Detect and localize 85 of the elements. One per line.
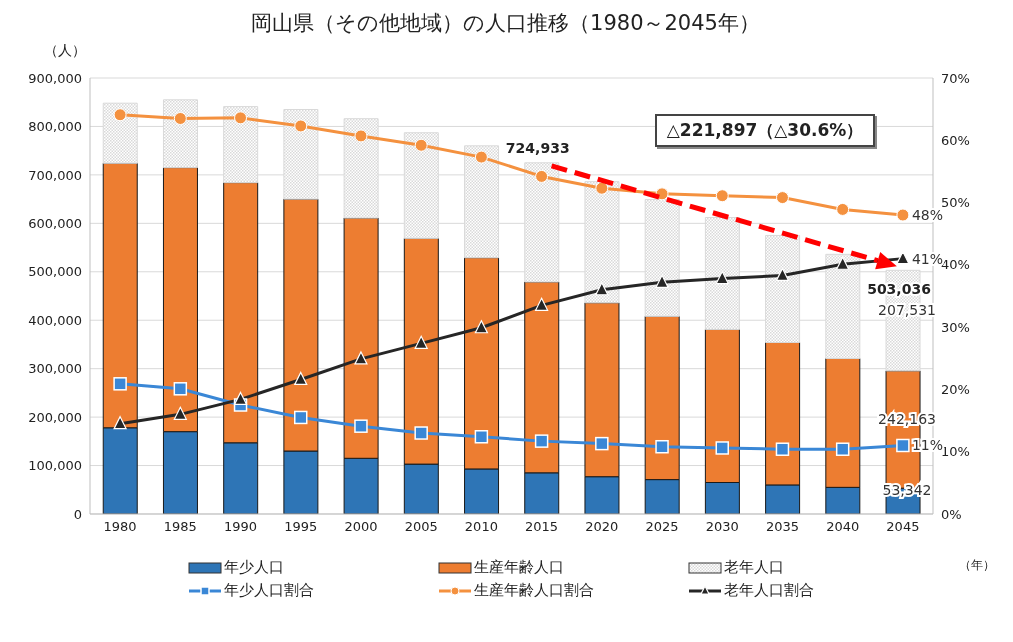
point — [233, 391, 248, 405]
x-tick-label: 2000 — [344, 519, 378, 535]
point — [414, 335, 428, 349]
y2-tick-label: 30% — [941, 319, 970, 335]
point — [474, 430, 489, 444]
point — [775, 267, 790, 282]
data-label: 207,531 — [878, 301, 936, 318]
point — [234, 111, 248, 125]
y-tick-label: 400,000 — [28, 312, 82, 328]
point — [294, 371, 308, 386]
annotation: △221,897（△30.6%） — [654, 114, 876, 147]
point — [535, 169, 549, 183]
legend-label: 生産年齢人口割合 — [474, 581, 594, 600]
point — [113, 108, 127, 122]
point — [836, 256, 850, 270]
y-tick-label: 100,000 — [28, 458, 82, 474]
point — [354, 129, 368, 143]
point — [294, 410, 308, 425]
point — [113, 377, 127, 391]
point — [836, 202, 850, 216]
x-tick-label: 1990 — [223, 519, 258, 535]
x-tick-label: 1980 — [103, 519, 137, 535]
point — [896, 208, 910, 222]
point — [775, 191, 789, 205]
y2-tick-label: 0% — [941, 506, 962, 522]
x-tick-label: 2010 — [464, 519, 498, 535]
y-tick-label: 700,000 — [28, 167, 82, 183]
total-label: 724,933 — [505, 139, 570, 156]
x-tick-label: 2045 — [886, 519, 920, 535]
legend-label: 老年人口割合 — [724, 581, 814, 600]
point — [655, 274, 669, 288]
legend-label: 老年人口 — [724, 558, 784, 577]
legend-label: 年少人口 — [224, 558, 284, 577]
x-tick-label: 2025 — [645, 519, 679, 535]
point — [173, 111, 187, 125]
point — [835, 442, 850, 456]
y-tick-label: 500,000 — [28, 264, 82, 280]
y-tick-label: 900,000 — [28, 70, 82, 86]
point — [715, 441, 729, 455]
y-axis-title: （人） — [44, 42, 86, 60]
point — [535, 297, 549, 311]
point — [655, 439, 669, 454]
y2-tick-label: 70% — [941, 70, 970, 86]
y2-tick-label: 50% — [941, 195, 970, 211]
point — [354, 351, 368, 365]
legend-label: 年少人口割合 — [224, 581, 314, 600]
y-tick-label: 0 — [73, 506, 82, 522]
y-tick-label: 200,000 — [28, 409, 82, 425]
point — [474, 320, 488, 334]
chart-title: 岡山県（その他地域）の人口推移（1980～2045年） — [250, 10, 761, 37]
point — [173, 382, 188, 396]
y-tick-label: 600,000 — [28, 215, 82, 231]
point — [896, 438, 910, 453]
point — [534, 434, 549, 448]
legend-label: 生産年齢人口 — [474, 558, 564, 577]
point — [595, 282, 609, 296]
y-tick-label: 300,000 — [28, 361, 82, 377]
x-tick-label: 1995 — [284, 519, 318, 535]
y2-tick-label: 60% — [941, 132, 970, 148]
data-label: 53,342 — [882, 482, 932, 499]
x-tick-label: 2040 — [826, 519, 860, 535]
x-tick-label: 2035 — [765, 519, 800, 535]
x-tick-label: 2030 — [705, 519, 739, 535]
point — [354, 419, 368, 433]
point — [414, 138, 428, 152]
y-tick-label: 800,000 — [28, 119, 82, 135]
x-tick-label: 2015 — [525, 519, 559, 535]
y2-tick-label: 20% — [941, 382, 970, 398]
point — [715, 270, 729, 285]
point — [414, 426, 428, 440]
point — [113, 416, 127, 430]
point — [294, 119, 308, 133]
data-label: 48% — [911, 207, 944, 224]
y2-tick-label: 10% — [941, 444, 970, 460]
total-label: 503,036 — [867, 281, 931, 298]
point — [715, 189, 729, 203]
x-tick-label: 2020 — [585, 519, 619, 535]
x-tick-label: 2005 — [404, 519, 438, 535]
x-axis-title: （年） — [959, 557, 995, 574]
point — [474, 150, 488, 164]
point — [595, 436, 609, 451]
x-tick-label: 1985 — [163, 519, 197, 535]
point — [173, 406, 187, 420]
point — [595, 181, 609, 195]
point — [775, 442, 790, 456]
